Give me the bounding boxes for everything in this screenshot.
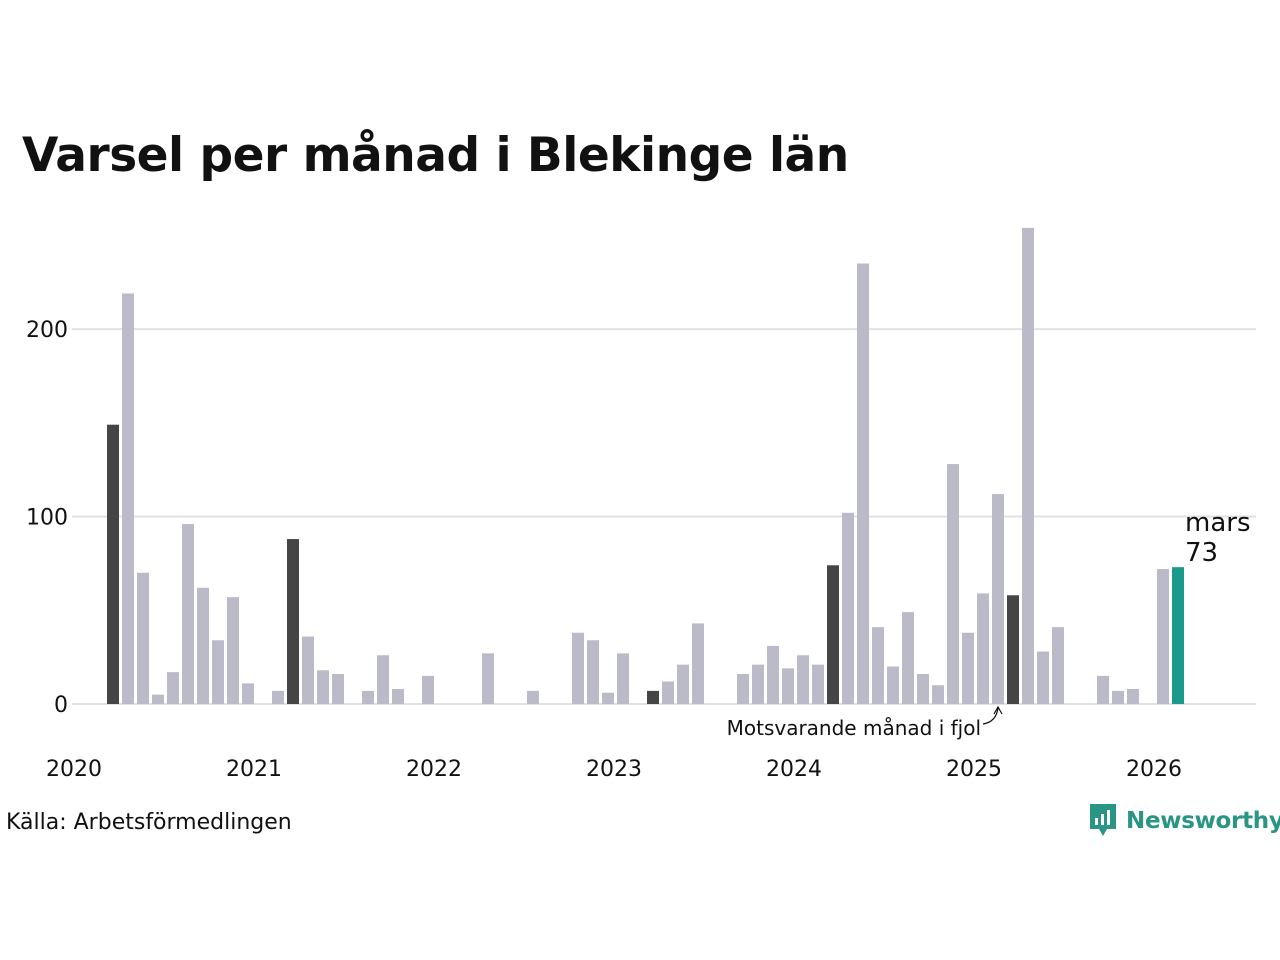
bar xyxy=(572,632,584,704)
bar xyxy=(302,636,314,704)
bar xyxy=(857,263,869,704)
bar xyxy=(1157,569,1169,704)
bar xyxy=(917,674,929,704)
bar xyxy=(977,593,989,704)
x-axis-labels: 2020 2021 2022 2023 2024 2025 2026 xyxy=(46,757,1182,782)
bar xyxy=(902,612,914,704)
bar xyxy=(362,690,374,704)
bar xyxy=(872,627,884,704)
bar xyxy=(152,694,164,704)
bar xyxy=(122,293,134,704)
brand-name: Newsworthy xyxy=(1126,808,1280,834)
grid-lines xyxy=(72,328,1256,705)
newsworthy-logo-icon xyxy=(1090,804,1116,836)
x-tick-label: 2025 xyxy=(946,757,1002,782)
bar xyxy=(1097,675,1109,704)
bar xyxy=(587,640,599,704)
bars xyxy=(107,227,1184,704)
bar xyxy=(647,690,659,704)
bar xyxy=(1037,651,1049,704)
x-tick-label: 2022 xyxy=(406,757,462,782)
bar xyxy=(377,655,389,704)
bar xyxy=(662,681,674,704)
bar xyxy=(272,690,284,704)
x-tick-label: 2023 xyxy=(586,757,642,782)
x-tick-label: 2024 xyxy=(766,757,822,782)
chart-title: Varsel per månad i Blekinge län xyxy=(22,128,849,183)
bar xyxy=(797,655,809,704)
bar xyxy=(422,675,434,704)
current-month-value: 73 xyxy=(1185,538,1218,568)
last-year-annotation: Motsvarande månad i fjol xyxy=(727,716,981,740)
bar xyxy=(887,666,899,704)
source-note: Källa: Arbetsförmedlingen xyxy=(6,810,292,835)
bar xyxy=(827,565,839,704)
bar xyxy=(167,672,179,704)
bar xyxy=(947,464,959,704)
bar xyxy=(602,692,614,704)
y-axis-labels: 0 100 200 xyxy=(26,318,68,718)
bar xyxy=(692,623,704,704)
annotation-arrow xyxy=(982,707,999,725)
bar xyxy=(1007,595,1019,704)
bar xyxy=(137,572,149,704)
bar xyxy=(842,512,854,704)
annotation-arrowhead xyxy=(993,705,1003,715)
bar xyxy=(527,690,539,704)
bar xyxy=(1172,567,1184,704)
bar xyxy=(752,664,764,704)
x-tick-label: 2021 xyxy=(226,757,282,782)
bar xyxy=(992,494,1004,704)
bar xyxy=(227,597,239,704)
y-tick-label: 0 xyxy=(54,693,68,718)
x-tick-label: 2026 xyxy=(1126,757,1182,782)
bar xyxy=(1127,689,1139,704)
bar xyxy=(812,664,824,704)
bar xyxy=(392,689,404,704)
bar xyxy=(182,524,194,704)
bar xyxy=(962,632,974,704)
bar xyxy=(107,424,119,704)
bar xyxy=(932,685,944,704)
bar xyxy=(1022,227,1034,704)
bar xyxy=(617,653,629,704)
brand-logo: Newsworthy xyxy=(1088,803,1280,839)
bar xyxy=(212,640,224,704)
y-tick-label: 200 xyxy=(26,318,68,343)
bar xyxy=(482,653,494,704)
bar xyxy=(197,587,209,704)
current-month-label: mars xyxy=(1185,508,1251,538)
bar xyxy=(332,674,344,704)
bar xyxy=(1112,690,1124,704)
bar xyxy=(767,645,779,704)
bar xyxy=(1052,627,1064,704)
bar xyxy=(242,683,254,704)
bar xyxy=(317,670,329,704)
bar xyxy=(677,664,689,704)
x-tick-label: 2020 xyxy=(46,757,102,782)
bar xyxy=(287,539,299,704)
bar xyxy=(737,674,749,704)
bar xyxy=(782,668,794,704)
y-tick-label: 100 xyxy=(26,506,68,531)
